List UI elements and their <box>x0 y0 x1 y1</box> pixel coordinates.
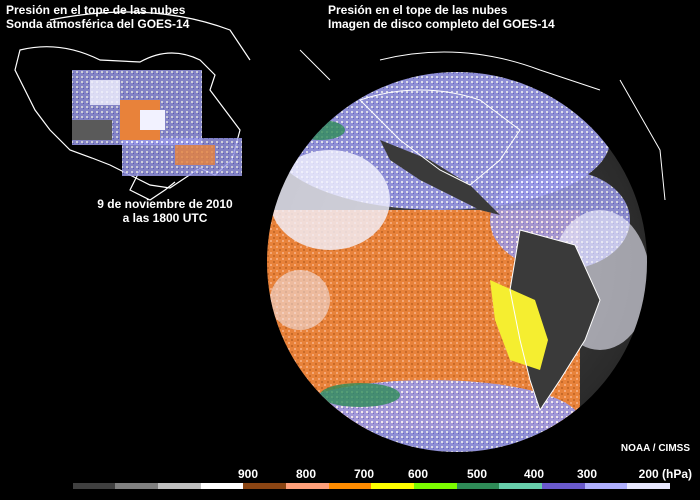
left-title-line1: Presión en el tope de las nubes <box>6 3 186 17</box>
colorbar <box>30 483 671 489</box>
credit-label: NOAA / CIMSS <box>620 443 690 454</box>
colorbar-segment <box>456 483 500 489</box>
north-america-outline-map <box>14 11 251 201</box>
colorbar-segment <box>542 483 585 489</box>
date-line1: 9 de noviembre de 2010 <box>97 197 233 211</box>
colorbar-label: 700 <box>353 467 375 481</box>
sounder-image-patch <box>72 70 242 176</box>
colorbar-label: 200 (hPa) <box>638 467 693 481</box>
colorbar-segment <box>328 483 372 489</box>
colorbar-segment <box>115 483 159 489</box>
colorbar-segment <box>243 483 287 489</box>
date-line2: a las 1800 UTC <box>122 211 208 225</box>
colorbar-segment <box>371 483 415 489</box>
colorbar-labels: 900 800 700 600 500 400 300 200 (hPa) <box>0 467 700 481</box>
colorbar-segment <box>499 483 543 489</box>
colorbar-segment <box>200 483 244 489</box>
colorbar-segment <box>414 483 457 489</box>
colorbar-segment <box>584 483 628 489</box>
right-title-line2: Imagen de disco completo del GOES-14 <box>328 17 555 31</box>
colorbar-segment <box>286 483 329 489</box>
colorbar-segment <box>158 483 201 489</box>
colorbar-segment <box>30 483 73 489</box>
colorbar-label: 900 <box>237 467 259 481</box>
colorbar-label: 800 <box>295 467 317 481</box>
right-title-line1: Presión en el tope de las nubes <box>328 3 508 17</box>
colorbar-segment <box>72 483 116 489</box>
colorbar-label: 500 <box>466 467 488 481</box>
colorbar-label: 400 <box>523 467 545 481</box>
colorbar-label: 300 <box>576 467 598 481</box>
date-label: 9 de noviembre de 2010 a las 1800 UTC <box>90 197 240 225</box>
left-panel-title: Presión en el tope de las nubes Sonda at… <box>6 3 189 31</box>
colorbar-segment <box>627 483 671 489</box>
colorbar-label: 600 <box>407 467 429 481</box>
full-disk-image <box>267 49 666 452</box>
left-title-line2: Sonda atmosférica del GOES-14 <box>6 17 190 31</box>
right-panel-title: Presión en el tope de las nubes Imagen d… <box>328 3 555 31</box>
